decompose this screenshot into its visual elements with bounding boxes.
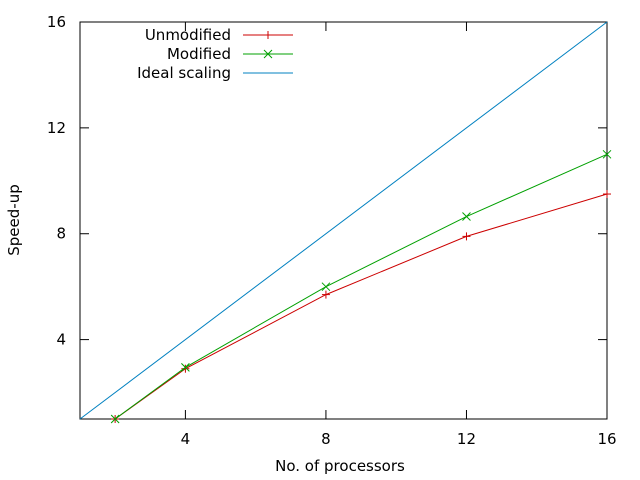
point-unmodified-1 <box>181 364 190 373</box>
legend-marker-modified-d2 <box>263 49 273 59</box>
series-line-unmodified <box>114 193 608 420</box>
legend-label-unmodified: Unmodified <box>145 26 231 44</box>
y-tick-label-2: 12 <box>47 119 66 137</box>
series-layer <box>79 21 612 424</box>
legend-label-ideal-scaling: Ideal scaling <box>137 64 231 82</box>
point-modified-3 <box>462 212 471 221</box>
x-tick-label-0: 4 <box>181 430 191 448</box>
y-tick-label-3: 16 <box>47 13 66 31</box>
series-line-modified <box>114 153 608 420</box>
x-axis-label: No. of processors <box>275 457 405 475</box>
point-modified-2-d2 <box>321 282 331 292</box>
point-unmodified-4 <box>603 190 611 199</box>
y-tick-label-1: 8 <box>56 225 66 243</box>
point-modified-0 <box>110 414 120 424</box>
x-tick-label-1: 8 <box>321 430 331 448</box>
point-modified-2 <box>321 282 331 292</box>
ticks-layer: 4 8 12 16 4 8 12 16 <box>47 13 617 448</box>
legend-label-modified: Modified <box>167 45 231 63</box>
point-modified-0-d2 <box>110 414 120 424</box>
point-modified-4-d2 <box>602 149 612 159</box>
x-tick-label-2: 12 <box>457 430 476 448</box>
x-tick-label-3: 16 <box>597 430 616 448</box>
point-unmodified-3 <box>462 232 471 241</box>
point-modified-4 <box>602 149 612 159</box>
y-tick-label-0: 4 <box>56 331 66 349</box>
point-modified-3-d2 <box>462 212 471 221</box>
point-modified-1 <box>181 363 190 372</box>
legend-marker-unmodified <box>264 31 272 39</box>
plot-frame <box>79 21 608 420</box>
legend-marker-modified <box>263 49 273 59</box>
point-unmodified-2 <box>321 290 330 299</box>
series-line-ideal-scaling <box>79 21 608 420</box>
point-modified-1-d2 <box>181 363 190 372</box>
y-axis-label: Speed-up <box>5 184 23 255</box>
